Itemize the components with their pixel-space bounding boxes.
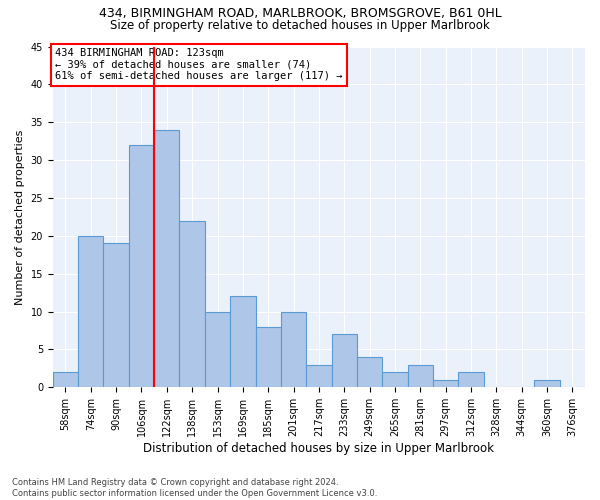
Text: Size of property relative to detached houses in Upper Marlbrook: Size of property relative to detached ho… — [110, 18, 490, 32]
Text: 434 BIRMINGHAM ROAD: 123sqm
← 39% of detached houses are smaller (74)
61% of sem: 434 BIRMINGHAM ROAD: 123sqm ← 39% of det… — [55, 48, 343, 82]
Bar — [281, 312, 306, 388]
Bar — [129, 145, 154, 388]
Bar — [53, 372, 78, 388]
Bar — [382, 372, 407, 388]
Bar — [458, 372, 484, 388]
Bar — [205, 312, 230, 388]
Bar — [78, 236, 103, 388]
Bar — [306, 364, 332, 388]
Bar — [357, 357, 382, 388]
Bar — [230, 296, 256, 388]
Bar — [154, 130, 179, 388]
Text: Contains HM Land Registry data © Crown copyright and database right 2024.
Contai: Contains HM Land Registry data © Crown c… — [12, 478, 377, 498]
Bar — [256, 327, 281, 388]
Bar — [535, 380, 560, 388]
Bar — [332, 334, 357, 388]
Bar — [103, 244, 129, 388]
Bar — [407, 364, 433, 388]
X-axis label: Distribution of detached houses by size in Upper Marlbrook: Distribution of detached houses by size … — [143, 442, 494, 455]
Text: 434, BIRMINGHAM ROAD, MARLBROOK, BROMSGROVE, B61 0HL: 434, BIRMINGHAM ROAD, MARLBROOK, BROMSGR… — [98, 8, 502, 20]
Y-axis label: Number of detached properties: Number of detached properties — [15, 129, 25, 304]
Bar — [179, 220, 205, 388]
Bar — [433, 380, 458, 388]
